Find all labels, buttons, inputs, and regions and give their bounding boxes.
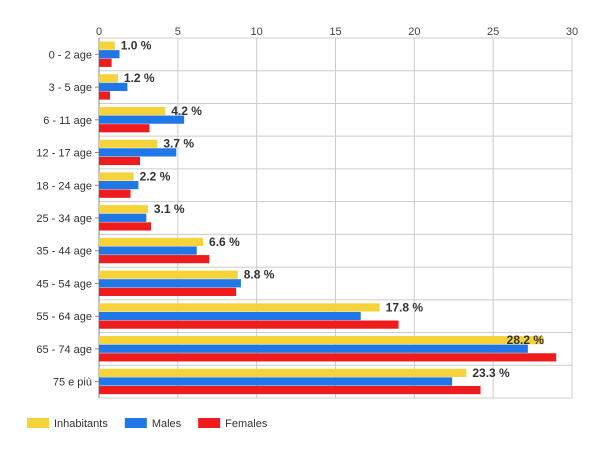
bar-females-8 [99, 320, 399, 329]
x-axis-ticks: 0 5 10 15 20 25 30 [96, 26, 578, 38]
data-label: 3.7 % [163, 137, 194, 151]
bar-males-5 [99, 213, 147, 222]
x-tick-label: 5 [175, 26, 181, 38]
bar-inhabitants-3 [99, 139, 158, 148]
category-label: 35 - 44 age [36, 246, 92, 258]
bar-males-2 [99, 115, 185, 124]
bar-inhabitants-2 [99, 106, 166, 116]
data-label: 1.2 % [124, 71, 155, 85]
bar-inhabitants-5 [99, 205, 148, 214]
bar-females-7 [99, 287, 237, 296]
category-label: 6 - 11 age [43, 115, 92, 127]
bar-males-3 [99, 148, 177, 157]
bar-females-9 [99, 353, 557, 362]
data-label: 6.6 % [209, 235, 240, 249]
data-label: 17.8 % [386, 300, 424, 314]
x-tick-label: 15 [329, 26, 341, 38]
bar-inhabitants-6 [99, 237, 204, 247]
data-label: 8.8 % [244, 268, 275, 282]
category-label: 75 e più [53, 377, 92, 389]
bar-males-9 [99, 344, 528, 353]
data-label: 23.3 % [472, 366, 510, 380]
category-label: 12 - 17 age [36, 148, 92, 160]
category-label: 0 - 2 age [49, 49, 92, 61]
category-label: 55 - 64 age [36, 311, 92, 323]
bar-inhabitants-0 [99, 41, 115, 50]
category-label: 25 - 34 age [36, 213, 92, 225]
data-label: 1.0 % [121, 39, 152, 53]
bar-inhabitants-1 [99, 74, 118, 83]
x-tick-label: 25 [487, 26, 499, 38]
bar-inhabitants-4 [99, 172, 134, 181]
bar-males-1 [99, 82, 128, 92]
bar-males-6 [99, 246, 197, 255]
category-axis: 0 - 2 age 3 - 5 age 6 - 11 age 12 - 17 age 1… [36, 49, 99, 389]
bar-females-6 [99, 255, 210, 264]
data-labels: 1.0 % 1.2 % 4.2 % 3.7 % 2.2 % 3.1 % 6.6 % 8.8 %… [121, 39, 545, 380]
bar-males-0 [99, 50, 120, 59]
bar-females-4 [99, 189, 131, 198]
legend-label-females: Females [225, 418, 268, 430]
x-tick-label: 10 [251, 26, 263, 38]
gridlines [98, 37, 573, 399]
category-label: 45 - 54 age [36, 278, 92, 290]
bar-females-10 [99, 385, 481, 395]
bar-inhabitants-9 [99, 336, 544, 345]
bar-inhabitants-10 [99, 368, 467, 377]
bar-females-5 [99, 222, 152, 231]
bar-females-1 [99, 91, 111, 100]
category-label: 65 - 74 age [36, 344, 92, 356]
legend-label-inhabitants: Inhabitants [54, 418, 108, 430]
data-label: 28.2 % [507, 333, 545, 347]
bar-females-0 [99, 58, 112, 67]
bar-females-2 [99, 124, 150, 133]
bar-males-4 [99, 181, 139, 190]
legend-swatch-females [198, 418, 221, 428]
x-tick-label: 20 [408, 26, 420, 38]
category-label: 18 - 24 age [36, 180, 92, 192]
legend-swatch-inhabitants [27, 418, 49, 428]
bar-males-7 [99, 279, 241, 288]
bar-males-10 [99, 377, 453, 386]
bars [99, 41, 557, 395]
data-label: 2.2 % [140, 169, 171, 183]
category-label: 3 - 5 age [49, 82, 92, 94]
x-tick-label: 0 [96, 26, 102, 38]
bar-inhabitants-8 [99, 303, 380, 312]
data-label: 3.1 % [154, 202, 185, 216]
bar-females-3 [99, 156, 140, 166]
legend-swatch-males [124, 418, 147, 428]
bar-males-8 [99, 311, 361, 321]
bar-inhabitants-7 [99, 270, 238, 279]
x-tick-label: 30 [566, 26, 578, 38]
legend-label-males: Males [152, 418, 182, 430]
legend: Inhabitants Males Females [27, 418, 268, 430]
data-label: 4.2 % [171, 104, 202, 118]
